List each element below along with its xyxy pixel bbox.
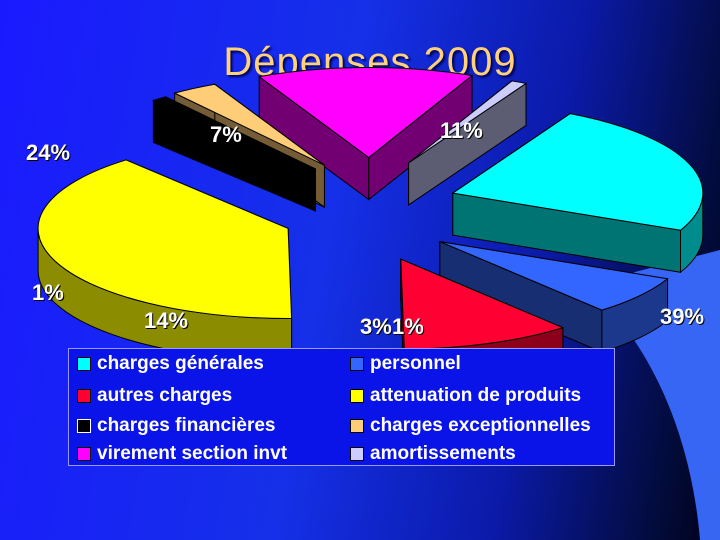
pie-slice-charges-financi-res [151,96,316,212]
legend-item: attenuation de produits [350,385,581,407]
legend-item: charges financières [77,415,275,437]
legend-label: charges financières [97,415,276,436]
legend-label: amortissements [370,443,516,464]
legend-item: charges générales [77,353,264,375]
pie-slice-virement-section-invt [257,67,474,201]
slice-top [173,83,325,166]
legend-swatch [350,357,364,371]
slice-label-charges-exceptionnelles: 3% [360,314,392,339]
legend-label: attenuation de produits [370,385,582,406]
slice-label-charges-generales: 24% [26,140,71,165]
legend-swatch [350,419,364,433]
legend-item: personnel [350,353,461,375]
slice-label-charges-financieres: 1% [392,314,424,339]
slice-top [257,67,474,159]
legend-item: autres charges [77,385,232,407]
slice-label-attenuation: 39% [660,304,705,329]
legend-label: virement section invt [97,443,288,464]
slice-label-personnel: 7% [210,122,242,147]
slice-label-autres-charges: 11% [440,118,483,143]
legend-swatch [77,447,91,461]
legend-label: autres charges [97,385,233,406]
legend-item: charges exceptionnelles [350,415,591,437]
slice-top [37,159,293,319]
legend-swatch [77,419,91,433]
slice-label-amortissements: 1% [32,280,64,305]
pie-slice-amortissements [408,79,528,206]
legend-label: charges exceptionnelles [370,415,591,436]
legend-swatch [350,389,364,403]
legend-swatch [350,447,364,461]
slice-label-virement: 14% [144,308,189,333]
slice-top [451,113,704,231]
slice-top [408,80,528,164]
pie-slice-attenuation-de-produits [37,159,293,361]
legend-swatch [77,357,91,371]
legend-item: virement section invt [77,443,287,465]
pie-slice-personnel [439,240,669,353]
legend-swatch [77,389,91,403]
slice-top [151,96,316,170]
legend-item: amortissements [350,443,516,465]
legend-label: charges générales [97,353,264,374]
legend-label: personnel [370,353,461,374]
pie-slice-charges-g-n-rales [451,112,704,274]
chart-legend: charges générales personnel autres charg… [68,348,615,466]
slice-top [439,241,669,311]
